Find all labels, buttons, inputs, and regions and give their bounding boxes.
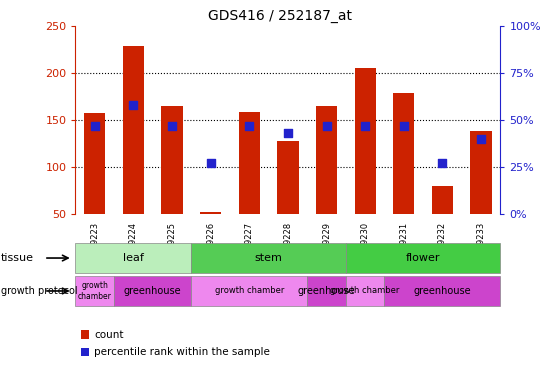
Point — [168, 123, 177, 128]
Text: greenhouse: greenhouse — [298, 286, 356, 296]
Text: stem: stem — [255, 253, 282, 263]
Bar — [123, 46, 144, 214]
Point — [283, 130, 292, 136]
Point — [476, 136, 485, 142]
Bar — [470, 131, 491, 214]
Text: greenhouse: greenhouse — [414, 286, 471, 296]
Bar — [84, 113, 106, 214]
Bar — [393, 93, 414, 214]
Text: tissue: tissue — [1, 253, 34, 263]
Text: growth protocol: growth protocol — [1, 286, 77, 296]
Text: GDS416 / 252187_at: GDS416 / 252187_at — [207, 9, 352, 23]
Point — [206, 160, 215, 166]
Point — [322, 123, 331, 128]
Bar — [432, 186, 453, 214]
Text: leaf: leaf — [123, 253, 144, 263]
Bar — [239, 112, 260, 214]
Bar — [200, 212, 221, 214]
Point — [399, 123, 408, 128]
Point — [361, 123, 369, 128]
Text: growth chamber: growth chamber — [330, 287, 400, 295]
Bar — [354, 68, 376, 214]
Bar — [277, 141, 299, 214]
Text: growth
chamber: growth chamber — [78, 281, 112, 301]
Text: count: count — [94, 330, 124, 340]
Point — [245, 123, 254, 128]
Point — [129, 102, 138, 108]
Bar — [162, 106, 183, 214]
Point — [438, 160, 447, 166]
Text: percentile rank within the sample: percentile rank within the sample — [94, 347, 270, 357]
Text: growth chamber: growth chamber — [215, 287, 284, 295]
Text: flower: flower — [406, 253, 440, 263]
Point — [91, 123, 100, 128]
Text: greenhouse: greenhouse — [124, 286, 182, 296]
Bar — [316, 106, 337, 214]
